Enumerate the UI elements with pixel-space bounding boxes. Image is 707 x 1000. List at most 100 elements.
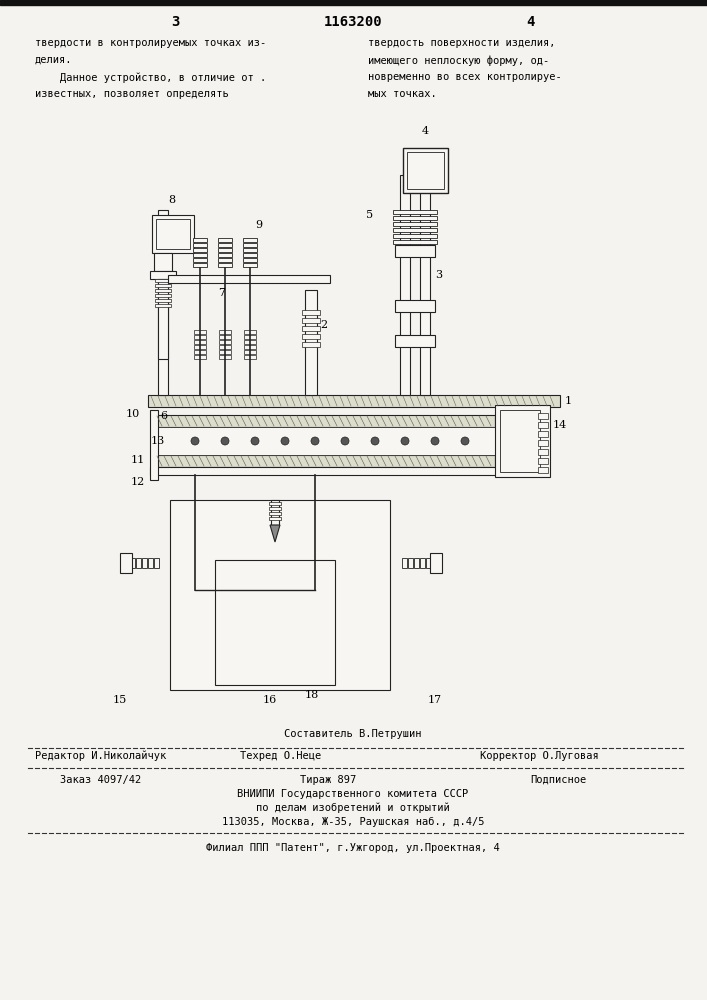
- Bar: [414, 558, 419, 568]
- Bar: [219, 335, 231, 339]
- Polygon shape: [270, 525, 280, 542]
- Text: имеющего неплоскую форму, од-: имеющего неплоскую форму, од-: [368, 55, 549, 66]
- Text: 7: 7: [218, 288, 226, 298]
- Text: Заказ 4097/42: Заказ 4097/42: [60, 775, 141, 785]
- Bar: [243, 243, 257, 247]
- Bar: [402, 558, 407, 568]
- Bar: [403, 148, 448, 193]
- Text: 16: 16: [263, 695, 277, 705]
- Circle shape: [221, 437, 229, 445]
- Circle shape: [461, 437, 469, 445]
- Bar: [218, 238, 232, 242]
- Bar: [150, 271, 176, 279]
- Text: 113035, Москва, Ж-35, Раушская наб., д.4/5: 113035, Москва, Ж-35, Раушская наб., д.4…: [222, 817, 484, 827]
- Bar: [393, 216, 437, 220]
- Bar: [218, 248, 232, 252]
- Bar: [194, 335, 206, 339]
- Circle shape: [281, 437, 289, 445]
- Bar: [243, 258, 257, 262]
- Text: Подписное: Подписное: [530, 775, 586, 785]
- Bar: [158, 279, 168, 359]
- Bar: [244, 350, 256, 354]
- Bar: [393, 228, 437, 232]
- Text: по делам изобретений и открытий: по делам изобретений и открытий: [256, 803, 450, 813]
- Bar: [430, 553, 442, 573]
- Bar: [193, 248, 207, 252]
- Bar: [243, 253, 257, 257]
- Bar: [193, 238, 207, 242]
- Bar: [155, 304, 171, 307]
- Circle shape: [371, 437, 379, 445]
- Text: 13: 13: [151, 436, 165, 446]
- Bar: [218, 263, 232, 267]
- Text: твердости в контролируемых точках из-: твердости в контролируемых точках из-: [35, 38, 267, 48]
- Bar: [154, 558, 159, 568]
- Bar: [395, 245, 435, 257]
- Text: 1163200: 1163200: [324, 15, 382, 29]
- Circle shape: [401, 437, 409, 445]
- Bar: [420, 175, 430, 395]
- Text: новременно во всех контролируе-: новременно во всех контролируе-: [368, 72, 562, 82]
- Bar: [194, 330, 206, 334]
- Bar: [305, 290, 317, 395]
- Bar: [215, 560, 335, 685]
- Bar: [244, 345, 256, 349]
- Bar: [155, 279, 171, 282]
- Text: 17: 17: [428, 695, 442, 705]
- Bar: [395, 335, 435, 347]
- Bar: [393, 234, 437, 238]
- Bar: [302, 318, 320, 323]
- Bar: [158, 210, 168, 395]
- Bar: [219, 355, 231, 359]
- Bar: [193, 253, 207, 257]
- Text: ВНИИПИ Государственного комитета СССР: ВНИИПИ Государственного комитета СССР: [238, 789, 469, 799]
- Bar: [120, 553, 132, 573]
- Circle shape: [431, 437, 439, 445]
- Bar: [142, 558, 147, 568]
- Bar: [244, 340, 256, 344]
- Bar: [155, 415, 495, 427]
- Bar: [244, 330, 256, 334]
- Text: Редактор И.Николайчук: Редактор И.Николайчук: [35, 751, 166, 761]
- Text: 3: 3: [171, 15, 179, 29]
- Bar: [538, 467, 548, 473]
- Bar: [155, 294, 171, 297]
- Circle shape: [341, 437, 349, 445]
- Circle shape: [191, 437, 199, 445]
- Bar: [155, 284, 171, 287]
- Bar: [168, 275, 330, 283]
- Bar: [154, 253, 172, 271]
- Text: 1: 1: [565, 396, 572, 406]
- Text: Корректор О.Луговая: Корректор О.Луговая: [480, 751, 599, 761]
- Bar: [244, 355, 256, 359]
- Bar: [243, 238, 257, 242]
- Bar: [219, 345, 231, 349]
- Text: делия.: делия.: [35, 55, 73, 65]
- Bar: [156, 219, 190, 249]
- Circle shape: [311, 437, 319, 445]
- Bar: [130, 558, 135, 568]
- Bar: [538, 449, 548, 455]
- Bar: [150, 410, 158, 480]
- Bar: [400, 175, 410, 395]
- Bar: [271, 500, 279, 525]
- Text: 11: 11: [131, 455, 145, 465]
- Bar: [136, 558, 141, 568]
- Text: Данное устройство, в отличие от .: Данное устройство, в отличие от .: [35, 72, 267, 83]
- Text: 18: 18: [305, 690, 320, 700]
- Bar: [302, 310, 320, 315]
- Bar: [302, 326, 320, 331]
- Bar: [243, 263, 257, 267]
- Bar: [155, 455, 495, 467]
- Bar: [395, 300, 435, 312]
- Bar: [495, 405, 550, 477]
- Bar: [538, 431, 548, 437]
- Bar: [155, 299, 171, 302]
- Text: 4: 4: [421, 126, 428, 136]
- Bar: [155, 289, 171, 292]
- Text: 14: 14: [553, 420, 567, 430]
- Bar: [150, 467, 500, 475]
- Text: 8: 8: [168, 195, 175, 205]
- Bar: [170, 500, 390, 690]
- Bar: [193, 263, 207, 267]
